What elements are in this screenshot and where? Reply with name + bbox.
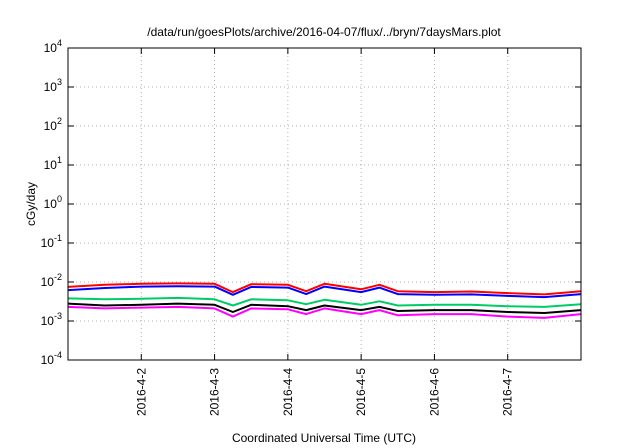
x-tick-label: 2016-4-3 [208, 368, 222, 416]
series-line-3 [67, 296, 582, 308]
chart-title: /data/run/goesPlots/archive/2016-04-07/f… [147, 25, 501, 39]
x-axis: 2016-4-2 2016-4-3 2016-4-4 2016-4-5 2016-4-6… [134, 48, 515, 416]
y-axis: 10-4 10-3 10-2 10-1 100 101 102 103 104 [41, 38, 581, 367]
x-tick-label: 2016-4-6 [427, 368, 441, 416]
series-group [67, 282, 582, 319]
y-tick-label: 101 [44, 155, 62, 172]
grid [68, 48, 581, 360]
y-tick-label: 10-2 [41, 272, 62, 289]
series-line-2 [67, 285, 582, 299]
y-tick-label: 10-1 [41, 233, 62, 250]
y-tick-label: 10-3 [41, 311, 62, 328]
y-axis-label: cGy/day [24, 182, 38, 226]
x-tick-label: 2016-4-7 [501, 368, 515, 416]
x-axis-label: Coordinated Universal Time (UTC) [232, 431, 416, 445]
y-tick-label: 103 [44, 77, 62, 94]
series-line-5 [67, 305, 582, 319]
y-tick-label: 102 [44, 116, 62, 133]
series-line-1 [67, 282, 582, 296]
series-line-4 [67, 302, 582, 314]
y-tick-label: 100 [44, 194, 62, 211]
y-tick-label: 104 [44, 38, 62, 55]
y-tick-label: 10-4 [41, 350, 62, 367]
x-tick-label: 2016-4-4 [281, 368, 295, 416]
x-tick-label: 2016-4-2 [134, 368, 148, 416]
x-tick-label: 2016-4-5 [354, 368, 368, 416]
